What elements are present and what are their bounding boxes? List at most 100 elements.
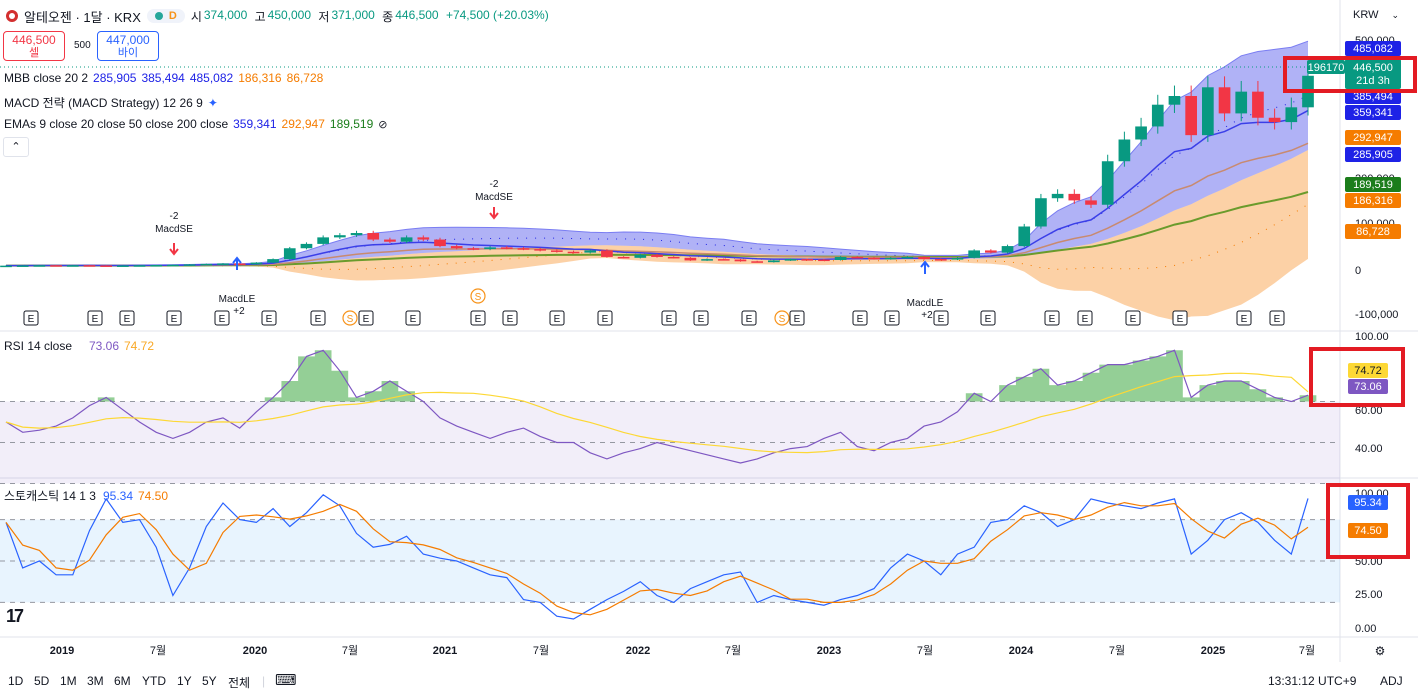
range-3m[interactable]: 3M [87,674,104,688]
candle-body[interactable] [267,259,279,263]
candle-body[interactable] [283,248,296,260]
buy-signal-arrow-icon[interactable] [232,256,242,270]
candle-body[interactable] [584,250,597,253]
candle-body[interactable] [1118,139,1131,162]
candle-body[interactable] [384,239,396,242]
candle-body[interactable] [167,264,179,267]
candle-body[interactable] [484,247,496,250]
range-ytd[interactable]: YTD [142,674,166,688]
rsi-badge[interactable] [1348,379,1388,394]
tradingview-logo[interactable]: 17 [6,606,24,626]
candle-body[interactable] [1185,96,1197,136]
candle-body[interactable] [1085,200,1097,205]
earnings-event-icon[interactable] [23,310,39,326]
candle-body[interactable] [801,259,814,261]
candle-body[interactable] [467,248,480,250]
earnings-event-icon[interactable] [1044,310,1060,326]
earnings-event-icon[interactable] [1236,310,1252,326]
candle-body[interactable] [851,256,864,259]
earnings-event-icon[interactable] [980,310,996,326]
earnings-event-icon[interactable] [933,310,949,326]
range-1m[interactable]: 1M [60,674,77,688]
earnings-event-icon[interactable] [214,310,230,326]
macd-legend[interactable]: MACD 전략 (MACD Strategy) 12 26 9 ✦ [4,94,218,111]
candle-body[interactable] [1001,246,1014,253]
stoch-d-badge[interactable] [1348,523,1388,538]
candle-body[interactable] [1202,87,1214,136]
earnings-event-icon[interactable] [166,310,182,326]
adj-toggle[interactable]: ADJ [1380,674,1403,688]
candle-body[interactable] [784,259,797,261]
price-badge[interactable] [1345,147,1401,162]
candle-body[interactable] [233,263,246,265]
candle-body[interactable] [50,265,62,267]
candle-body[interactable] [150,264,163,267]
earnings-event-icon[interactable] [470,310,486,326]
earnings-event-icon[interactable] [884,310,900,326]
price-badge[interactable] [1345,224,1401,239]
candle-body[interactable] [701,259,713,261]
candle-body[interactable] [717,259,730,261]
candle-body[interactable] [1252,91,1264,118]
earnings-event-icon[interactable] [119,310,135,326]
candle-body[interactable] [1035,198,1047,227]
quantity-value[interactable]: 500 [74,40,91,51]
hidden-eye-icon[interactable]: ⊘ [378,118,388,131]
candle-body[interactable] [818,259,830,262]
candle-body[interactable] [901,256,914,259]
candle-body[interactable] [1151,104,1164,127]
candle-body[interactable] [217,263,229,265]
candle-body[interactable] [951,257,964,260]
candle-body[interactable] [1135,126,1147,140]
candle-body[interactable] [567,251,580,254]
last-price-badge[interactable] [1345,59,1401,89]
symbol-title[interactable]: 알테오젠 · 1달 · KRX [24,9,141,25]
candle-body[interactable] [884,257,897,260]
earnings-event-icon[interactable] [597,310,613,326]
earnings-event-icon[interactable] [261,310,277,326]
candle-body[interactable] [1068,193,1081,201]
candle-body[interactable] [133,265,146,267]
calendar-range-icon[interactable]: ⌨ [275,672,297,689]
candle-body[interactable] [100,265,112,267]
candle-body[interactable] [350,233,363,236]
earnings-event-icon[interactable] [502,310,518,326]
candle-body[interactable] [834,256,847,260]
earnings-event-icon[interactable] [741,310,757,326]
price-badge[interactable] [1345,130,1401,145]
range-1y[interactable]: 1Y [177,674,192,688]
earnings-event-icon[interactable] [789,310,805,326]
earnings-event-icon[interactable] [405,310,421,326]
rsi-ma-badge[interactable] [1348,363,1388,378]
mbb-legend[interactable]: MBB close 20 2 285,905 385,494 485,082 1… [4,71,323,85]
rsi-pane[interactable]: RSI 14 close 73.06 74.72 [0,339,1340,484]
range-5y[interactable]: 5Y [202,674,217,688]
split-event-icon[interactable] [774,310,790,326]
earnings-event-icon[interactable] [87,310,103,326]
candle-body[interactable] [918,256,930,260]
candle-body[interactable] [1018,226,1031,247]
buy-signal-arrow-icon[interactable] [920,260,930,274]
buy-button[interactable]: 447,000 바이 [97,31,159,61]
candle-body[interactable] [1168,96,1181,105]
status-pill[interactable]: D [146,9,185,23]
earnings-event-icon[interactable] [1125,310,1141,326]
price-badge[interactable] [1345,41,1401,56]
candle-body[interactable] [734,259,747,262]
sell-signal-arrow-icon[interactable] [489,207,499,220]
sparkle-icon[interactable]: ✦ [207,95,218,110]
candle-body[interactable] [1268,117,1281,123]
earnings-event-icon[interactable] [358,310,374,326]
candle-body[interactable] [400,237,413,242]
candle-body[interactable] [651,254,663,257]
range-6m[interactable]: 6M [114,674,131,688]
candle-body[interactable] [684,257,697,261]
sell-button[interactable]: 446,500 셀 [3,31,65,61]
candle-body[interactable] [1218,87,1231,114]
candle-body[interactable] [985,250,997,253]
sell-signal-arrow-icon[interactable] [169,243,179,256]
candle-body[interactable] [751,261,763,263]
rsi-line[interactable] [5,349,1309,464]
stoch-k-line[interactable] [5,494,1309,620]
